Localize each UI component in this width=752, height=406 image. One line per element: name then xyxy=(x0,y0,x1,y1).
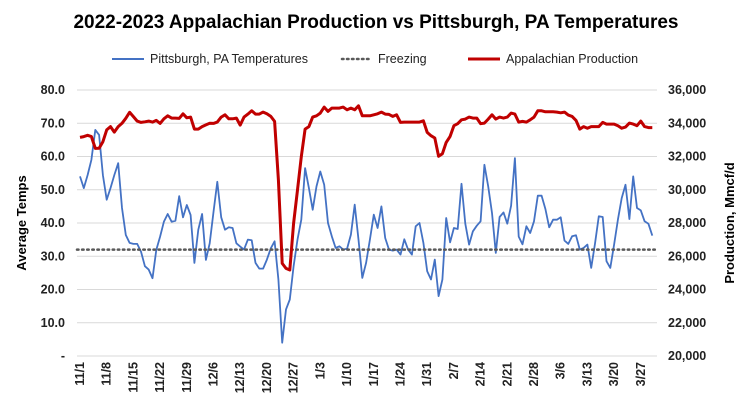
y-tick-left: - xyxy=(61,349,65,363)
x-tick: 2/7 xyxy=(447,362,461,379)
x-tick: 12/20 xyxy=(260,362,274,393)
y-tick-right: 20,000 xyxy=(668,349,706,363)
y-tick-left: 80.0 xyxy=(41,83,65,97)
x-tick: 2/21 xyxy=(500,362,514,386)
y-tick-right: 28,000 xyxy=(668,216,706,230)
legend-label-freezing: Freezing xyxy=(378,52,427,66)
x-tick: 2/28 xyxy=(527,362,541,386)
x-tick: 12/6 xyxy=(207,362,221,386)
x-tick: 11/29 xyxy=(180,362,194,393)
y-tick-right: 36,000 xyxy=(668,83,706,97)
production-line xyxy=(79,104,653,272)
x-tick: 1/10 xyxy=(340,362,354,386)
x-tick: 11/15 xyxy=(126,362,140,393)
y-axis-right-title: Production, Mmcf/d xyxy=(722,162,737,283)
x-tick: 11/22 xyxy=(153,362,167,393)
x-tick: 11/8 xyxy=(100,362,114,386)
chart-title: 2022-2023 Appalachian Production vs Pitt… xyxy=(73,12,678,33)
x-tick: 3/6 xyxy=(554,362,568,379)
legend: Pittsburgh, PA Temperatures Freezing App… xyxy=(112,52,638,66)
y-tick-left: 60.0 xyxy=(41,150,65,164)
temperature-line xyxy=(79,128,654,344)
x-tick: 1/24 xyxy=(393,362,407,386)
y-tick-right: 26,000 xyxy=(668,249,706,263)
y-tick-right: 32,000 xyxy=(668,150,706,164)
series-layer xyxy=(75,104,659,344)
y-axis-left: - 10.0 20.0 30.0 40.0 50.0 60.0 70.0 80.0 xyxy=(41,83,65,363)
y-tick-left: 20.0 xyxy=(41,283,65,297)
x-tick: 12/27 xyxy=(287,362,301,393)
y-tick-left: 70.0 xyxy=(41,116,65,130)
y-axis-left-title: Average Temps xyxy=(14,175,29,270)
y-tick-right: 30,000 xyxy=(668,183,706,197)
y-tick-left: 10.0 xyxy=(41,316,65,330)
y-tick-left: 40.0 xyxy=(41,216,65,230)
x-tick: 1/17 xyxy=(367,362,381,386)
x-tick: 1/31 xyxy=(420,362,434,386)
x-tick: 1/3 xyxy=(313,362,327,379)
x-axis: 11/1 11/8 11/15 11/22 11/29 12/6 12/13 12/20 12/… xyxy=(73,362,648,393)
x-tick: 3/13 xyxy=(580,362,594,386)
y-tick-left: 30.0 xyxy=(41,249,65,263)
x-tick: 12/13 xyxy=(233,362,247,393)
legend-label-production: Appalachian Production xyxy=(506,52,638,66)
y-tick-left: 50.0 xyxy=(41,183,65,197)
x-tick: 3/27 xyxy=(634,362,648,386)
y-tick-right: 22,000 xyxy=(668,316,706,330)
x-tick: 2/14 xyxy=(474,362,488,386)
x-tick: 3/20 xyxy=(607,362,621,386)
x-tick: 11/1 xyxy=(73,362,87,386)
y-tick-right: 24,000 xyxy=(668,283,706,297)
y-axis-right: 20,000 22,000 24,000 26,000 28,000 30,000 32,0… xyxy=(668,83,706,363)
y-tick-right: 34,000 xyxy=(668,116,706,130)
gridlines xyxy=(77,89,657,357)
legend-label-temperatures: Pittsburgh, PA Temperatures xyxy=(150,52,308,66)
